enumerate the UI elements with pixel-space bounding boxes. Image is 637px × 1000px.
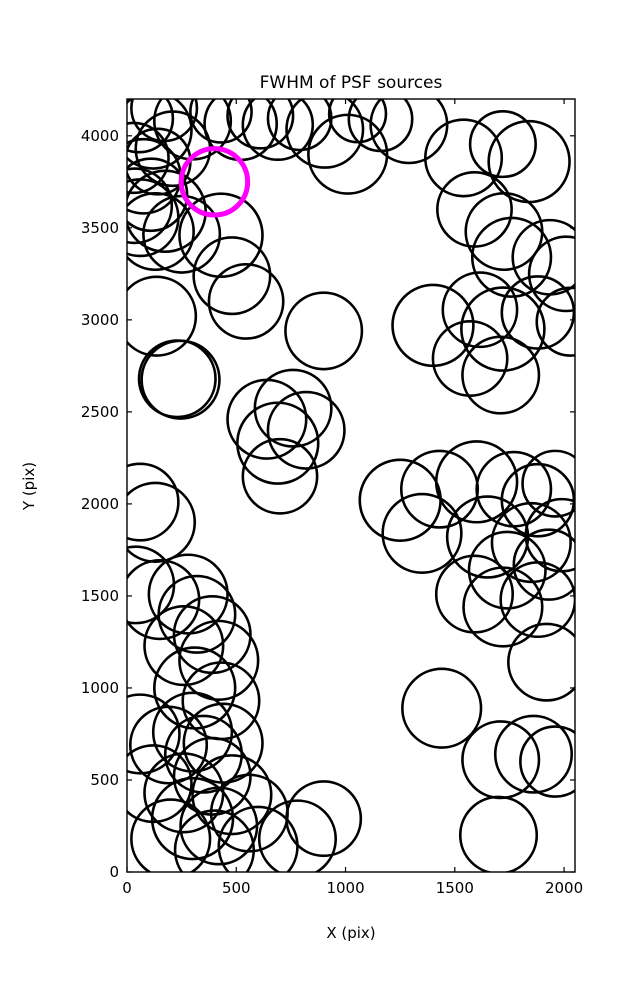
source-circle[interactable] bbox=[285, 780, 363, 858]
source-circle[interactable] bbox=[101, 693, 181, 775]
y-axis-label: Y (pix) bbox=[20, 462, 38, 511]
source-circle[interactable] bbox=[105, 84, 175, 154]
x-axis-label: X (pix) bbox=[326, 924, 375, 942]
y-tick-label: 1500 bbox=[81, 587, 119, 605]
source-circle[interactable] bbox=[424, 118, 504, 198]
source-circle[interactable] bbox=[460, 286, 546, 372]
source-circle[interactable] bbox=[462, 566, 544, 648]
source-circle[interactable] bbox=[125, 169, 207, 253]
x-tick-label: 500 bbox=[222, 879, 251, 897]
source-circle[interactable] bbox=[434, 440, 519, 524]
source-circle[interactable] bbox=[207, 263, 285, 340]
y-tick-label: 2000 bbox=[81, 495, 119, 513]
x-axis-tick-labels: 0 500 1000 1500 2000 bbox=[122, 879, 583, 897]
source-circle[interactable] bbox=[307, 113, 389, 195]
source-circle[interactable] bbox=[521, 449, 589, 518]
source-circle[interactable] bbox=[226, 83, 295, 150]
source-circle[interactable] bbox=[178, 619, 260, 701]
selected-source-circle[interactable] bbox=[178, 146, 251, 218]
source-circle[interactable] bbox=[458, 795, 539, 873]
source-circle[interactable] bbox=[507, 622, 584, 702]
source-circle[interactable] bbox=[253, 368, 333, 448]
source-circle[interactable] bbox=[128, 705, 209, 785]
source-circle[interactable] bbox=[461, 335, 541, 415]
y-tick-label: 4000 bbox=[81, 127, 119, 145]
source-circle[interactable] bbox=[266, 390, 346, 470]
source-circle[interactable] bbox=[285, 91, 365, 169]
source-circle[interactable] bbox=[470, 216, 553, 298]
source-circle[interactable] bbox=[467, 530, 547, 610]
y-tick-label: 500 bbox=[90, 771, 119, 789]
source-circle[interactable] bbox=[493, 714, 574, 794]
source-circle[interactable] bbox=[115, 157, 189, 233]
source-circle[interactable] bbox=[130, 798, 212, 879]
source-circle[interactable] bbox=[117, 275, 198, 357]
source-circle[interactable] bbox=[143, 604, 225, 687]
source-circle[interactable] bbox=[192, 236, 272, 316]
source-circle[interactable] bbox=[150, 776, 235, 861]
source-circle[interactable] bbox=[140, 339, 221, 420]
source-circle[interactable] bbox=[115, 92, 193, 170]
source-circle[interactable] bbox=[381, 492, 463, 574]
source-circle[interactable] bbox=[535, 286, 605, 357]
y-tick-label: 1000 bbox=[81, 679, 119, 697]
axes-frame bbox=[126, 98, 576, 873]
source-circle[interactable] bbox=[431, 320, 509, 397]
source-circle[interactable] bbox=[178, 192, 264, 279]
source-circle[interactable] bbox=[99, 121, 170, 195]
x-tick-label: 0 bbox=[122, 879, 132, 897]
source-circle[interactable] bbox=[182, 702, 264, 784]
source-circle[interactable] bbox=[236, 401, 320, 485]
source-circle[interactable] bbox=[191, 754, 273, 836]
source-circle[interactable] bbox=[512, 528, 584, 601]
source-circle[interactable] bbox=[500, 275, 575, 350]
chart-title: FWHM of PSF sources bbox=[260, 73, 443, 93]
y-tick-label: 3000 bbox=[81, 311, 119, 329]
source-circle[interactable] bbox=[527, 235, 603, 313]
source-circle[interactable] bbox=[117, 191, 195, 272]
source-circle[interactable] bbox=[173, 809, 256, 890]
source-circle[interactable] bbox=[97, 167, 174, 245]
source-circle[interactable] bbox=[257, 799, 337, 877]
source-circle[interactable] bbox=[401, 667, 483, 749]
source-circle[interactable] bbox=[102, 462, 180, 542]
source-circle[interactable] bbox=[147, 553, 229, 635]
source-circle[interactable] bbox=[519, 725, 590, 798]
source-circle[interactable] bbox=[490, 501, 572, 584]
source-circle[interactable] bbox=[241, 437, 319, 515]
source-circle[interactable] bbox=[142, 194, 222, 274]
y-tick-label: 0 bbox=[109, 863, 119, 881]
source-circle[interactable] bbox=[441, 271, 519, 349]
source-circle[interactable] bbox=[163, 714, 244, 794]
x-tick-label: 1500 bbox=[436, 879, 474, 897]
source-circle[interactable] bbox=[369, 87, 449, 165]
source-circle[interactable] bbox=[468, 110, 537, 179]
x-tick-label: 2000 bbox=[545, 879, 583, 897]
y-tick-label: 3500 bbox=[81, 219, 119, 237]
x-tick-label: 1000 bbox=[326, 879, 364, 897]
source-circle[interactable] bbox=[284, 291, 364, 371]
source-circle[interactable] bbox=[172, 595, 252, 675]
y-tick-label: 2500 bbox=[81, 403, 119, 421]
source-circle[interactable] bbox=[179, 786, 259, 866]
y-axis-tick-labels: 0 500 1000 1500 2000 2500 3000 3500 4000 bbox=[81, 127, 119, 881]
source-circle[interactable] bbox=[151, 691, 234, 773]
source-circle[interactable] bbox=[189, 81, 253, 144]
source-circle[interactable] bbox=[241, 90, 315, 162]
source-circles-group[interactable] bbox=[97, 75, 604, 889]
